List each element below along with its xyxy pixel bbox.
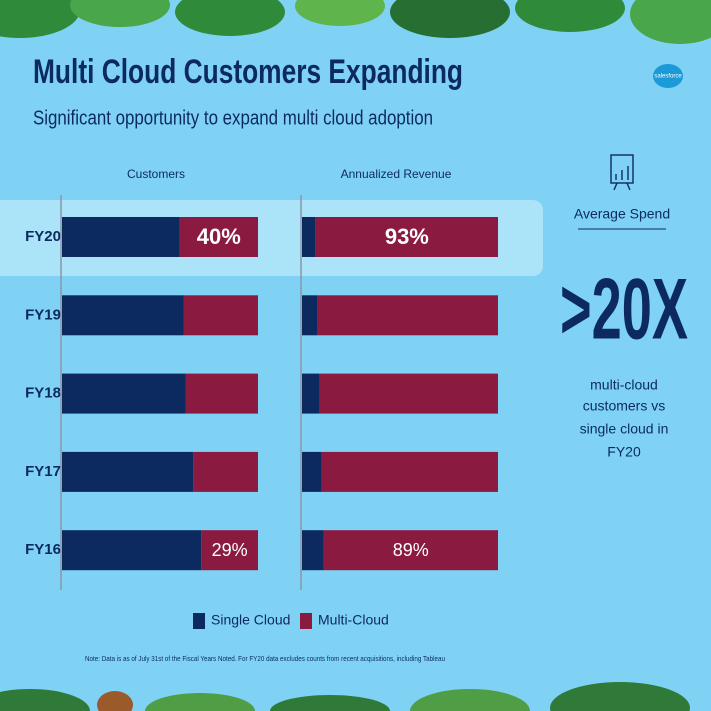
bar-segment xyxy=(319,373,498,414)
foliage-bottom xyxy=(0,682,690,711)
category-label: FY17 xyxy=(25,463,61,480)
bar-segment xyxy=(302,530,324,571)
category-label: FY16 xyxy=(25,541,61,558)
logo-text: salesforce xyxy=(654,74,682,80)
callout-line: FY20 xyxy=(607,444,641,460)
footnote: Note: Data is as of July 31st of the Fis… xyxy=(85,654,445,663)
value-label: 40% xyxy=(197,224,241,249)
legend-swatch xyxy=(300,613,312,629)
panel-title: Customers xyxy=(127,167,185,181)
bar-segment xyxy=(185,373,258,414)
bar-segment xyxy=(302,373,320,414)
legend-swatch xyxy=(193,613,205,629)
panel-title: Annualized Revenue xyxy=(341,167,452,181)
bar-segment xyxy=(62,530,202,571)
bar-segment xyxy=(302,217,316,257)
bar-segment xyxy=(317,295,498,336)
value-label: 93% xyxy=(385,224,429,249)
bar-segment xyxy=(302,295,318,336)
value-label: 89% xyxy=(393,540,429,560)
bar-segment xyxy=(62,217,180,257)
bar-segment xyxy=(315,217,498,257)
bar-segment xyxy=(179,217,258,257)
chart: FY20 FY19 FY18 FY17 FY16 Customers 40% 29% Annua… xyxy=(25,167,498,629)
bar-segment xyxy=(183,295,258,336)
callout-value: >20X xyxy=(560,262,688,358)
category-label: FY20 xyxy=(25,228,61,245)
legend-label: Single Cloud xyxy=(211,612,290,628)
bar-segment xyxy=(323,530,498,571)
bar-segment xyxy=(62,295,184,336)
category-label: FY19 xyxy=(25,306,61,323)
logo: salesforce xyxy=(653,64,683,88)
slide-subtitle: Significant opportunity to expand multi … xyxy=(33,107,433,129)
foliage-top xyxy=(0,0,711,44)
legend-label: Multi-Cloud xyxy=(318,612,389,628)
bar-segment xyxy=(62,451,194,492)
callout-heading: Average Spend xyxy=(574,206,670,222)
bar-segment xyxy=(193,451,258,492)
bar-segment xyxy=(201,530,258,571)
bar-segment xyxy=(62,373,186,414)
callout-line: multi-cloud xyxy=(590,377,658,393)
slide-title: Multi Cloud Customers Expanding xyxy=(33,53,463,91)
spend-icon xyxy=(610,154,634,191)
callout-line: customers vs xyxy=(583,398,665,414)
callout-line: single cloud in xyxy=(580,421,669,437)
bar-segment xyxy=(321,451,498,492)
category-label: FY18 xyxy=(25,385,61,402)
bar-segment xyxy=(302,451,322,492)
value-label: 29% xyxy=(212,540,248,560)
